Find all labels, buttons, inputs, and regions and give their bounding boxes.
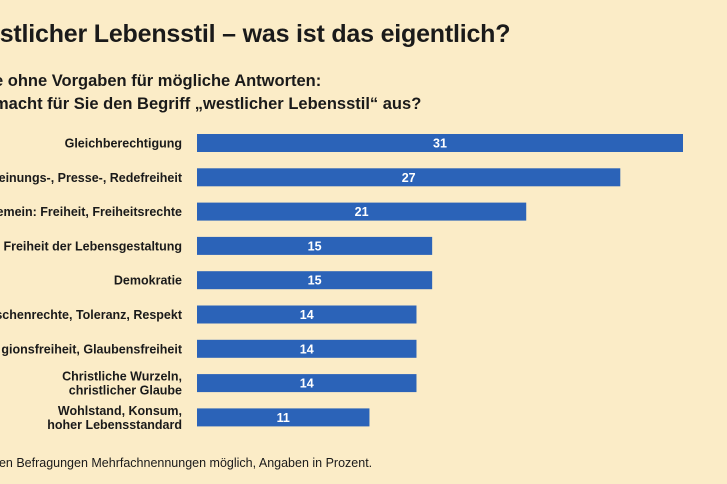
bar [197,134,683,152]
category-label: leinungs-, Presse-, Redefreiheit [0,171,183,185]
bar [197,339,417,358]
bar-value-label: 15 [308,274,322,288]
category-label: hoher Lebensstandard [47,418,182,432]
bar [197,305,417,324]
bar-value-label: 11 [277,411,290,425]
bar-value-label: 14 [300,342,314,356]
bar-value-label: 21 [355,205,369,219]
footnote: den Befragungen Mehrfachnennungen möglic… [0,456,373,470]
bar [197,168,621,187]
bar-value-label: 15 [308,239,322,253]
bar-value-label: 14 [300,377,314,391]
bar [197,236,433,255]
bar-value-label: 27 [402,171,416,185]
category-label: Christliche Wurzeln, [62,370,182,384]
category-label: Gleichberechtigung [65,137,182,151]
subtitle-line-1: e ohne Vorgaben für mögliche Antworten: [0,72,322,90]
category-label: gionsfreiheit, Glaubensfreiheit [1,342,182,356]
bar [197,271,433,290]
bar [197,374,417,393]
subtitle-line-2: macht für Sie den Begriff „westlicher Le… [0,95,422,113]
category-label: Freiheit der Lebensgestaltung [3,239,182,253]
chart-title: estlicher Lebensstil – was ist das eigen… [0,20,511,48]
chart-subtitle: e ohne Vorgaben für mögliche Antworten: … [0,70,421,116]
bar [197,408,370,427]
category-label: Demokratie [114,274,182,288]
bar-value-label: 14 [300,308,314,322]
category-label: Wohlstand, Konsum, [58,404,182,418]
bar-value-label: 31 [433,137,447,151]
category-label: christlicher Glaube [69,384,182,398]
bar [197,202,527,221]
category-label: schenrechte, Toleranz, Respekt [0,308,183,322]
category-label: emein: Freiheit, Freiheitsrechte [0,205,182,219]
